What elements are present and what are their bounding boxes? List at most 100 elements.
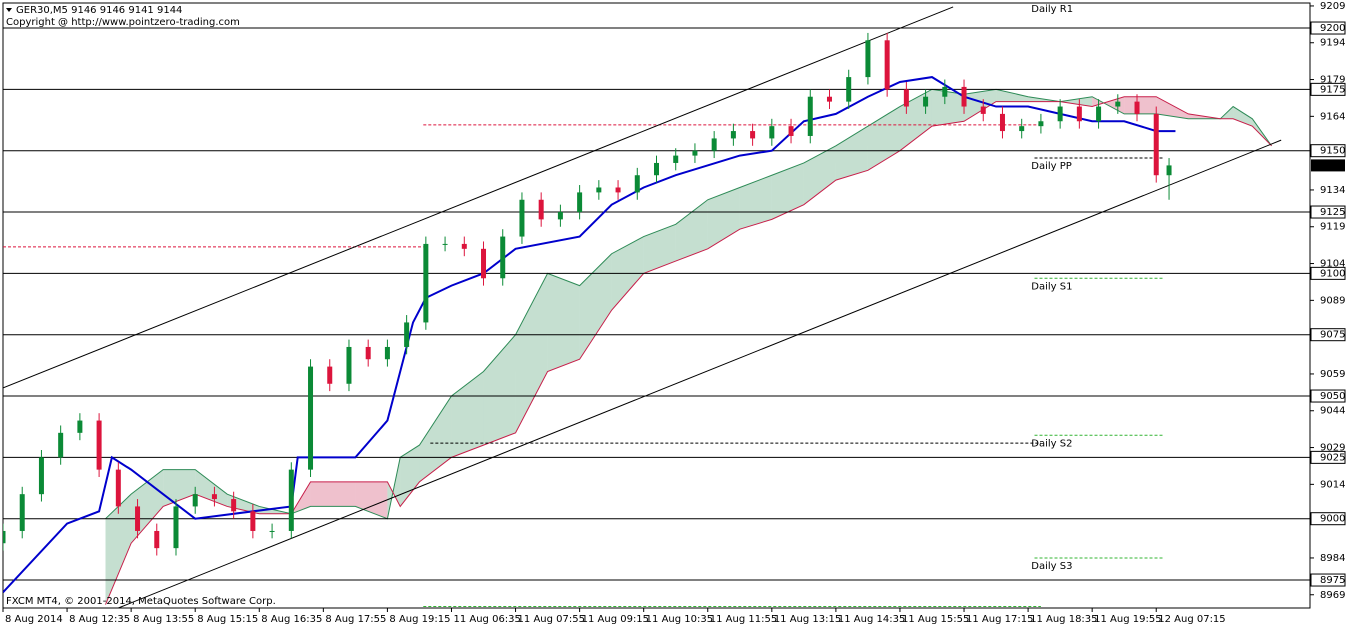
candle-body	[308, 366, 314, 470]
y-tick-label: 9179	[1320, 75, 1345, 86]
candle-body	[346, 346, 352, 384]
cloud-segment	[451, 371, 484, 458]
candle-body	[269, 530, 275, 532]
x-tick-label: 11 Aug 10:35	[646, 614, 713, 625]
x-tick-label: 8 Aug 16:35	[261, 614, 322, 625]
candle-body	[538, 199, 544, 220]
cloud-segment	[163, 469, 196, 507]
candle-body	[942, 86, 948, 97]
candle-body	[577, 192, 583, 213]
candle-body	[865, 40, 871, 78]
copyright: Copyright @ http://www.pointzero-trading…	[6, 17, 240, 28]
level-label: 9175	[1320, 84, 1345, 95]
cloud-segment	[835, 126, 868, 181]
cloud-segment	[1156, 96, 1189, 119]
candle-body	[1134, 101, 1140, 114]
cloud-segment	[996, 89, 1029, 102]
candle-body	[365, 346, 371, 360]
y-tick-label: 9134	[1320, 185, 1345, 196]
cloud-segment	[707, 187, 740, 249]
level-box	[1310, 512, 1346, 526]
candle-body	[442, 243, 448, 245]
cloud-segment	[964, 89, 997, 122]
candle-body	[923, 96, 929, 107]
level-label: 9050	[1320, 391, 1345, 402]
candle-body	[1076, 106, 1082, 122]
candle-body	[961, 86, 967, 107]
plot-area	[3, 6, 1310, 608]
plot-frame	[2, 2, 1311, 609]
candle-body	[96, 420, 102, 470]
candle-body	[115, 469, 121, 507]
y-tick-label: 9164	[1320, 111, 1345, 122]
candle-body	[481, 248, 487, 279]
y-tick-label: 8969	[1320, 590, 1345, 601]
level-box	[1310, 328, 1346, 342]
candle-body	[38, 457, 44, 495]
candle-body	[730, 131, 736, 139]
trend-line	[118, 139, 1282, 608]
candle-body	[557, 212, 563, 220]
cloud-segment	[105, 494, 132, 605]
candle-body	[327, 366, 333, 384]
level-box	[1310, 573, 1346, 587]
candle-body	[673, 155, 679, 163]
level-box	[1310, 389, 1346, 403]
cloud-segment	[483, 334, 516, 446]
pivot-label: Daily S2	[1031, 438, 1072, 449]
candle-body	[288, 469, 294, 531]
chart-title: GER30,M5 9146 9146 9141 9144	[16, 5, 182, 16]
candle-body	[807, 96, 813, 136]
candle-body	[692, 150, 698, 156]
candle-body	[1038, 121, 1044, 127]
level-label: 9125	[1320, 207, 1345, 218]
candle-body	[654, 162, 659, 176]
x-tick-label: 11 Aug 15:55	[902, 614, 969, 625]
x-tick-label: 11 Aug 18:35	[1030, 614, 1097, 625]
candle-body	[1096, 106, 1102, 122]
pivot-label: Daily S3	[1031, 561, 1072, 572]
candle-body	[1153, 113, 1159, 176]
x-tick-label: 8 Aug 15:15	[197, 614, 258, 625]
candle-body	[846, 77, 852, 102]
level-label: 9150	[1320, 146, 1345, 157]
y-tick-label: 9209	[1320, 1, 1345, 12]
y-tick-label: 9014	[1320, 479, 1345, 490]
candle-body	[1019, 126, 1025, 132]
cloud-segment	[1233, 106, 1253, 127]
x-tick-label: 11 Aug 13:15	[774, 614, 841, 625]
x-tick-label: 8 Aug 19:15	[389, 614, 450, 625]
candle-body	[519, 199, 525, 237]
candle-body	[750, 131, 756, 139]
x-tick-label: 11 Aug 19:55	[1094, 614, 1161, 625]
y-tick-label: 9089	[1320, 295, 1345, 306]
level-label: 9075	[1320, 330, 1345, 341]
level-box	[1310, 21, 1346, 35]
candle-body	[211, 494, 217, 500]
candle-body	[615, 187, 621, 193]
x-tick-label: 11 Aug 17:15	[966, 614, 1033, 625]
y-tick-label: 8984	[1320, 553, 1345, 564]
candle-body	[192, 494, 198, 507]
candle-body	[980, 106, 986, 114]
cloud-segment	[515, 273, 548, 433]
cloud-segment	[579, 253, 612, 360]
y-tick-label: 9044	[1320, 406, 1345, 417]
level-box	[1310, 450, 1346, 464]
footer: FXCM MT4, © 2001-2014, MetaQuotes Softwa…	[6, 596, 276, 607]
kijun-line	[3, 76, 1176, 593]
level-label: 9025	[1320, 452, 1345, 463]
x-tick-label: 11 Aug 07:55	[518, 614, 585, 625]
cloud-segment	[419, 396, 452, 482]
cloud-segment	[547, 273, 580, 372]
cloud-segment	[643, 224, 676, 274]
menu-arrow	[6, 8, 12, 12]
candle-body	[58, 432, 64, 458]
candle-body	[461, 243, 467, 249]
candle-body	[404, 322, 410, 347]
cloud-segment	[931, 89, 965, 127]
level-label: 9100	[1320, 268, 1345, 279]
pivot-label: Daily R1	[1031, 4, 1073, 15]
